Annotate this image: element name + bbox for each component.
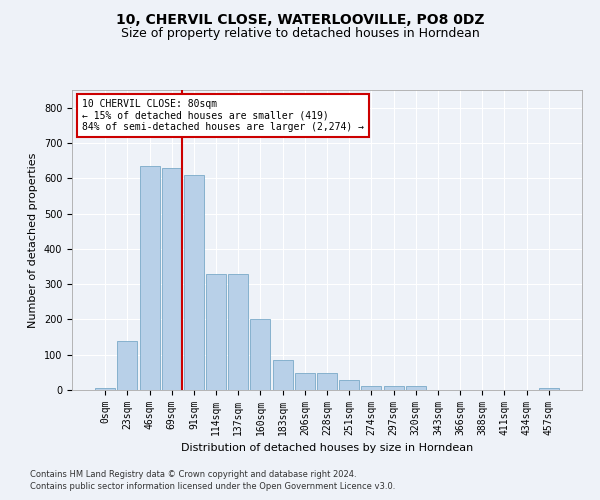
- Bar: [383, 386, 404, 390]
- Bar: [339, 380, 359, 390]
- Bar: [317, 374, 337, 390]
- Bar: [228, 274, 248, 390]
- Bar: [162, 168, 182, 390]
- Bar: [184, 174, 204, 390]
- Bar: [295, 374, 315, 390]
- Bar: [361, 386, 382, 390]
- Bar: [95, 388, 115, 390]
- Text: Contains public sector information licensed under the Open Government Licence v3: Contains public sector information licen…: [30, 482, 395, 491]
- Bar: [206, 274, 226, 390]
- Text: 10 CHERVIL CLOSE: 80sqm
← 15% of detached houses are smaller (419)
84% of semi-d: 10 CHERVIL CLOSE: 80sqm ← 15% of detache…: [82, 99, 364, 132]
- Bar: [140, 166, 160, 390]
- Bar: [539, 388, 559, 390]
- Y-axis label: Number of detached properties: Number of detached properties: [28, 152, 38, 328]
- X-axis label: Distribution of detached houses by size in Horndean: Distribution of detached houses by size …: [181, 444, 473, 454]
- Text: Contains HM Land Registry data © Crown copyright and database right 2024.: Contains HM Land Registry data © Crown c…: [30, 470, 356, 479]
- Bar: [118, 340, 137, 390]
- Bar: [272, 360, 293, 390]
- Text: Size of property relative to detached houses in Horndean: Size of property relative to detached ho…: [121, 28, 479, 40]
- Bar: [406, 386, 426, 390]
- Bar: [250, 320, 271, 390]
- Text: 10, CHERVIL CLOSE, WATERLOOVILLE, PO8 0DZ: 10, CHERVIL CLOSE, WATERLOOVILLE, PO8 0D…: [116, 12, 484, 26]
